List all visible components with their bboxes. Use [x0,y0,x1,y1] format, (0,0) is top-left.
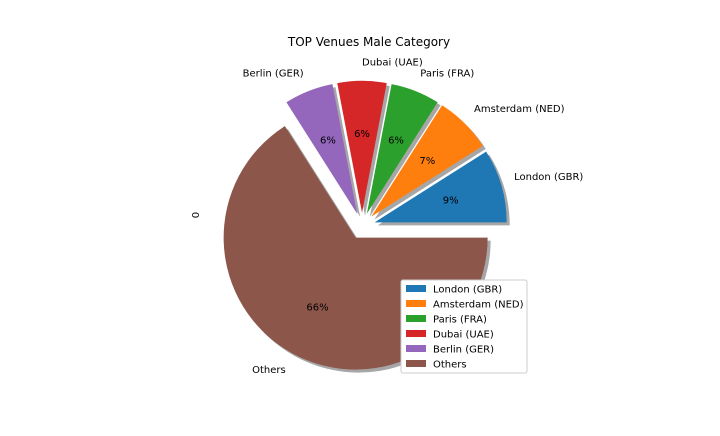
slice-value-london-gbr: 9% [443,196,459,207]
slice-label-dubai-uae: Dubai (UAE) [362,58,423,69]
slice-value-paris-fra: 6% [388,136,404,147]
legend-label-london-gbr: London (GBR) [433,285,502,296]
legend-label-dubai-uae: Dubai (UAE) [433,330,494,341]
legend-label-paris-fra: Paris (FRA) [433,315,487,326]
legend-swatch-dubai-uae [406,330,426,337]
slice-amsterdam-ned [371,105,483,217]
legend-swatch-amsterdam-ned [406,300,426,307]
legend-frame [400,279,528,374]
slice-label-berlin-ger: Berlin (GER) [243,69,304,80]
slice-label-paris-fra: Paris (FRA) [420,69,474,80]
slice-label-london-gbr: London (GBR) [514,172,583,183]
slice-london-gbr [374,151,507,223]
slice-value-dubai-uae: 6% [354,129,370,140]
legend-swatch-berlin-ger [406,345,426,352]
legend-swatch-others [406,360,426,367]
slice-label-amsterdam-ned: Amsterdam (NED) [474,104,565,115]
slice-dubai-uae [337,80,387,213]
slice-value-amsterdam-ned: 7% [419,156,435,167]
legend-label-amsterdam-ned: Amsterdam (NED) [433,300,524,311]
legend-label-berlin-ger: Berlin (GER) [433,345,494,356]
legend-swatch-london-gbr [406,285,426,292]
slice-label-others: Others [252,365,286,376]
legend: London (GBR) Amsterdam (NED) Paris (FRA) Du… [400,279,528,374]
slice-value-berlin-ger: 6% [320,136,336,147]
legend-label-others: Others [433,360,467,371]
chart-title: TOP Venues Male Category [287,35,450,49]
slice-value-others: 66% [306,302,328,313]
legend-swatch-paris-fra [406,315,426,322]
slice-paris-fra [366,84,438,214]
slice-berlin-ger [286,84,358,214]
slice-labels: London (GBR) 9% Amsterdam (NED) 7% Paris (FR… [243,58,584,376]
y-axis-label: 0 [191,212,202,218]
